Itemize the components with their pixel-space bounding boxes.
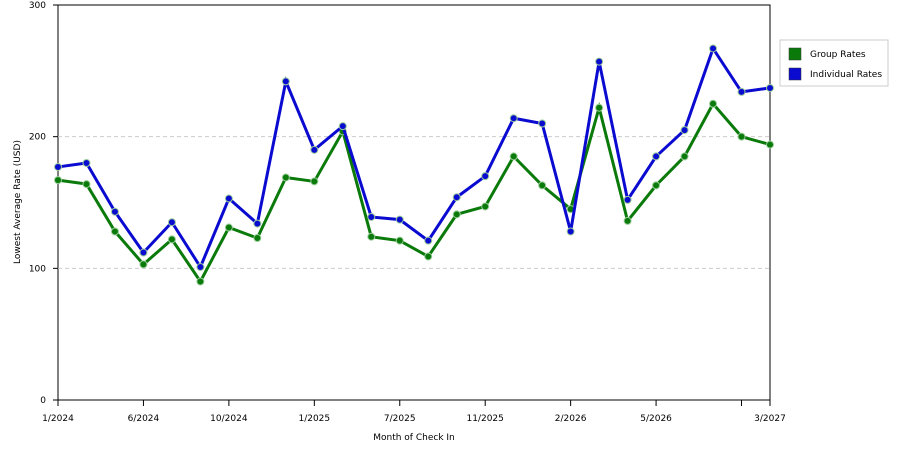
series-line	[57, 101, 771, 285]
point	[709, 99, 718, 108]
point	[196, 277, 205, 286]
point	[281, 173, 290, 182]
point	[167, 235, 176, 244]
point	[509, 114, 518, 123]
point	[110, 207, 119, 216]
y-axis-label: Lowest Average Rate (USD)	[13, 140, 23, 264]
point	[367, 232, 376, 241]
x-tick-label: 11/2025	[467, 414, 504, 424]
x-tick-label: 7/2025	[384, 414, 416, 424]
x-axis-label: Month of Check In	[373, 433, 455, 443]
series-line	[57, 45, 771, 271]
point	[82, 159, 91, 167]
point	[224, 223, 233, 232]
point	[110, 227, 119, 236]
point	[139, 260, 148, 269]
point	[652, 152, 661, 161]
point	[167, 218, 176, 227]
x-tick-label: 1/2025	[298, 414, 330, 424]
point	[538, 181, 547, 190]
x-tick-label: 2/2026	[555, 414, 587, 424]
point	[709, 44, 718, 53]
point	[481, 202, 490, 211]
point	[766, 83, 774, 92]
point	[310, 177, 319, 186]
point	[566, 227, 575, 236]
point	[367, 212, 376, 221]
x-tick-label: 1/2024	[42, 414, 74, 424]
point	[224, 194, 233, 203]
point	[281, 77, 290, 86]
point	[54, 176, 62, 185]
point	[310, 145, 319, 154]
point	[680, 152, 689, 161]
point	[737, 87, 746, 96]
y-tick-label: 100	[29, 264, 46, 274]
point	[395, 236, 404, 245]
point	[338, 122, 347, 131]
point	[452, 210, 461, 219]
point	[139, 248, 148, 257]
point	[253, 234, 262, 243]
plot-area	[57, 4, 771, 401]
y-tick-label: 0	[40, 396, 46, 406]
point	[766, 140, 774, 149]
point	[680, 126, 689, 135]
point	[481, 172, 490, 181]
legend-label: Group Rates	[810, 50, 866, 60]
point	[82, 180, 91, 189]
point	[253, 219, 262, 228]
point	[509, 152, 518, 161]
legend-swatch	[788, 47, 802, 61]
point	[424, 236, 433, 245]
point	[424, 252, 433, 261]
x-tick-label: 6/2024	[128, 414, 160, 424]
legend-label: Individual Rates	[810, 70, 882, 80]
point	[196, 263, 205, 272]
legend-swatch	[788, 67, 802, 81]
y-tick-label: 200	[29, 133, 46, 143]
point	[538, 119, 547, 128]
point	[737, 132, 746, 141]
x-tick-label: 5/2026	[640, 414, 672, 424]
point	[595, 57, 604, 66]
point	[395, 215, 404, 224]
point	[54, 162, 62, 171]
y-tick-label: 300	[29, 1, 46, 11]
x-tick-label: 10/2024	[210, 414, 248, 424]
point	[623, 216, 632, 225]
point	[652, 181, 661, 190]
point	[595, 103, 604, 112]
point	[623, 195, 632, 204]
point	[452, 193, 461, 202]
x-tick-label: 3/2027	[754, 414, 786, 424]
